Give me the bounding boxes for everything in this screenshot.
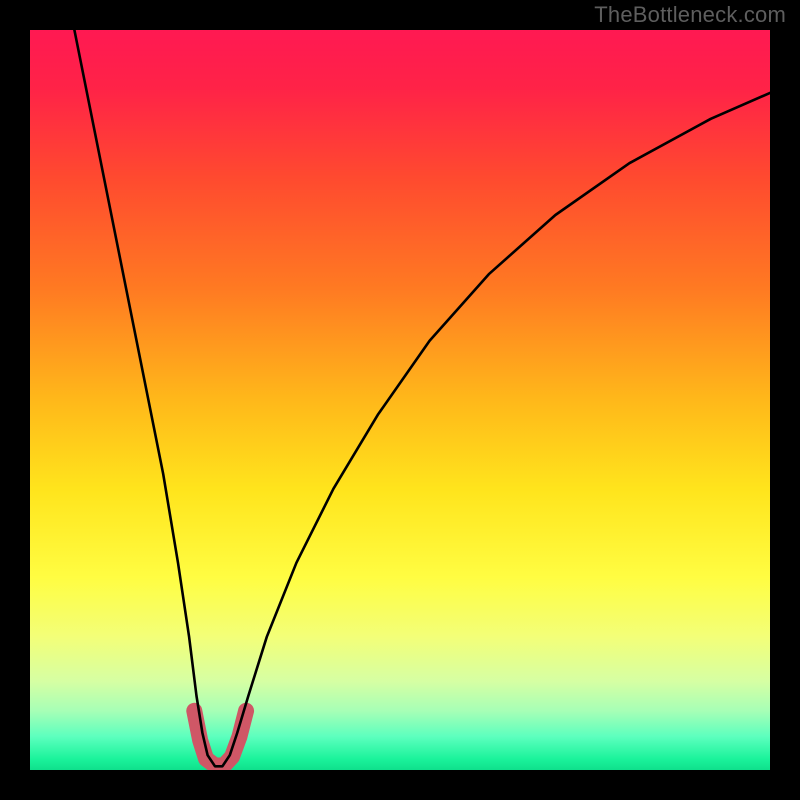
bottleneck-chart xyxy=(0,0,800,800)
chart-frame: TheBottleneck.com xyxy=(0,0,800,800)
plot-background xyxy=(30,30,770,770)
watermark-text: TheBottleneck.com xyxy=(594,2,786,28)
